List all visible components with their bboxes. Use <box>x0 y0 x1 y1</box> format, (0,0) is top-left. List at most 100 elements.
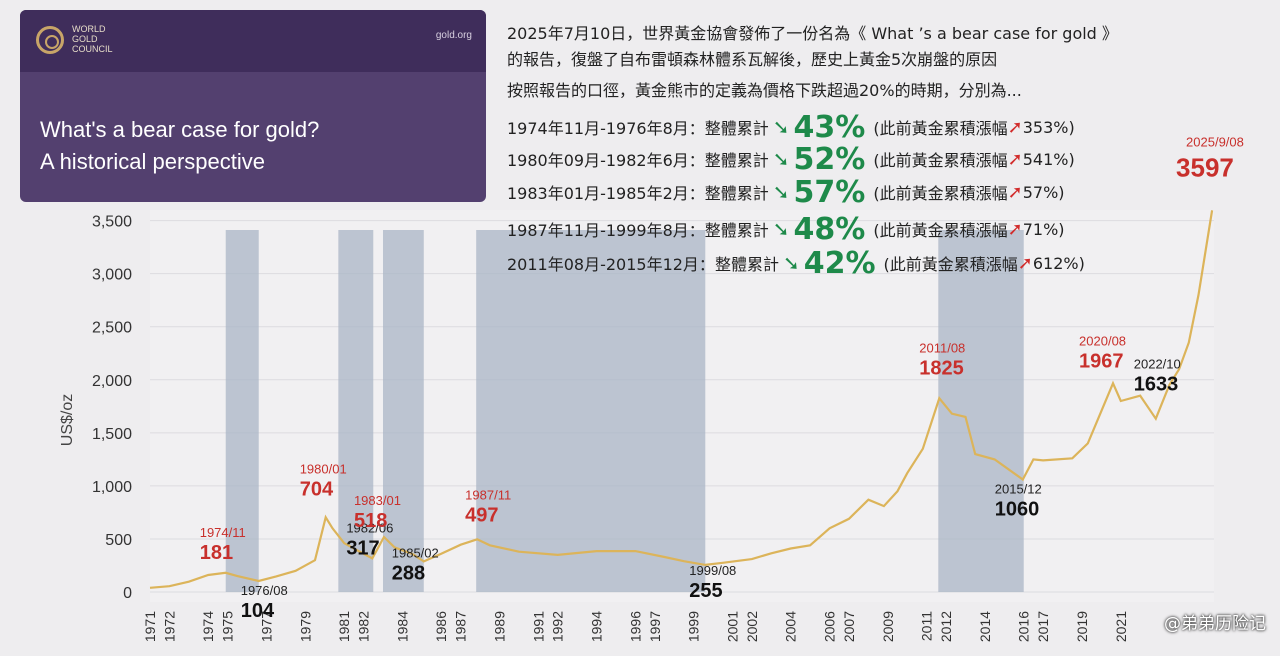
annotation-value: 288 <box>392 562 425 584</box>
x-tick-label: 2012 <box>938 611 954 642</box>
bear-period-row: 1974年11月-1976年8月： 整體累計 ➘ 43% (此前黃金累積漲幅 ➚ 353%) <box>507 109 1075 145</box>
cumulative-label: 整體累計 <box>704 184 769 203</box>
annotation-date: 1999/08 <box>689 563 736 578</box>
prior-gain-value: 353%) <box>1022 117 1075 137</box>
annotation-date: 1983/01 <box>354 493 401 508</box>
y-tick-label: 0 <box>123 585 132 602</box>
annotation-date: 1974/11 <box>200 525 246 540</box>
cumulative-label: 整體累計 <box>714 255 779 274</box>
header-topbar: WORLD GOLD COUNCIL gold.org <box>20 10 486 72</box>
x-tick-label: 1986 <box>433 611 449 642</box>
annotation-date: 1980/01 <box>300 461 347 476</box>
x-tick-label: 1999 <box>686 611 702 642</box>
annotation-value: 1060 <box>995 499 1040 521</box>
bear-market-shading <box>225 230 1024 592</box>
up-arrow-icon: ➚ <box>1007 116 1023 138</box>
up-arrow-icon: ➚ <box>1007 148 1023 170</box>
annotation-date: 2011/08 <box>919 340 965 355</box>
x-tick-label: 1996 <box>627 611 643 642</box>
title-line-2: A historical perspective <box>40 149 265 174</box>
up-arrow-icon: ➚ <box>1017 252 1033 274</box>
annotation-value: 1825 <box>919 357 964 379</box>
annotation-value: 104 <box>241 600 275 622</box>
annotation-value: 704 <box>300 478 334 500</box>
x-tick-label: 2014 <box>977 611 993 642</box>
report-header: WORLD GOLD COUNCIL gold.org What's a bea… <box>20 10 486 202</box>
period-range: 1980年09月-1982年6月： <box>507 151 705 170</box>
x-tick-label: 1974 <box>200 611 216 642</box>
x-tick-label: 1981 <box>336 611 352 642</box>
down-arrow-icon: ➘ <box>772 115 790 139</box>
prior-gain-label: (此前黃金累積漲幅 <box>873 221 1008 240</box>
site-link[interactable]: gold.org <box>435 30 472 41</box>
prior-gain-label: (此前黃金累積漲幅 <box>873 119 1008 138</box>
y-axis-label: US$/oz <box>59 394 76 446</box>
wgc-logo-icon <box>36 26 64 54</box>
y-axis-ticks: 0 500 1,000 1,500 2,000 2,500 3,000 3,500 <box>92 214 132 602</box>
annotation-value: 181 <box>200 542 233 564</box>
bear-market-band <box>938 230 1024 592</box>
x-tick-label: 2019 <box>1074 611 1090 642</box>
prior-gain-label: (此前黃金累積漲幅 <box>873 184 1008 203</box>
y-tick-label: 3,000 <box>92 267 132 284</box>
x-tick-label: 1971 <box>142 611 158 642</box>
bear-market-band <box>382 230 424 592</box>
annotation-value: 317 <box>346 537 379 559</box>
annotation-value: 1633 <box>1134 374 1179 396</box>
down-arrow-icon: ➘ <box>772 217 790 241</box>
bear-market-band <box>476 230 706 592</box>
bear-period-row: 1987年11月-1999年8月： 整體累計 ➘ 48% (此前黃金累積漲幅 ➚ 71%) <box>507 212 1065 247</box>
annotation-date: 2020/08 <box>1079 333 1126 348</box>
annotation-date: 1982/06 <box>346 520 393 535</box>
period-range: 1987年11月-1999年8月： <box>507 221 705 240</box>
cumulative-label: 整體累計 <box>704 151 769 170</box>
x-tick-label: 2016 <box>1016 611 1032 642</box>
annotation-value: 1967 <box>1079 350 1124 372</box>
bear-market-band <box>225 230 259 592</box>
down-arrow-icon: ➘ <box>772 180 790 204</box>
y-tick-label: 2,500 <box>92 320 132 337</box>
x-tick-label: 1982 <box>356 611 372 642</box>
y-tick-label: 3,500 <box>92 214 132 231</box>
annotations: 1974/11 181 1976/08 104 1980/01 704 1982/06 317… <box>200 134 1244 622</box>
period-range: 1983年01月-1985年2月： <box>507 184 705 203</box>
cumulative-label: 整體累計 <box>704 119 769 138</box>
annotation-date: 2025/9/08 <box>1186 134 1244 149</box>
x-tick-label: 1994 <box>589 611 605 642</box>
bear-period-row: 2011年08月-2015年12月： 整體累計 ➘ 42% (此前黃金累積漲幅 ➚ 612%… <box>507 245 1085 281</box>
gold-price-line <box>149 210 1214 589</box>
y-tick-label: 1,500 <box>92 426 132 443</box>
prior-gain-value: 612%) <box>1032 253 1085 273</box>
report-title: What's a bear case for gold? A historica… <box>40 114 319 178</box>
x-tick-label: 1989 <box>491 611 507 642</box>
y-tick-label: 2,000 <box>92 373 132 390</box>
x-tick-label: 1972 <box>161 611 177 642</box>
x-tick-label: 1979 <box>297 611 313 642</box>
intro-line-1: 2025年7月10日，世界黃金協會發佈了一份名為《 What ’s a bear… <box>507 24 1118 43</box>
title-line-1: What's a bear case for gold? <box>40 117 320 142</box>
x-tick-label: 1977 <box>258 611 274 642</box>
bear-period-row: 1980年09月-1982年6月： 整體累計 ➘ 52% (此前黃金累積漲幅 ➚ 541%) <box>507 141 1075 177</box>
annotation-value: 497 <box>465 504 498 526</box>
up-arrow-icon: ➚ <box>1007 218 1023 240</box>
x-tick-label: 1975 <box>220 611 236 642</box>
bear-market-band <box>338 230 374 592</box>
drop-percent: 43% <box>793 109 866 145</box>
intro-line-3: 按照報告的口徑，黃金熊市的定義為價格下跌超過20%的時期，分別為... <box>507 81 1022 100</box>
watermark: @弟弟历险记 <box>1164 614 1266 634</box>
period-range: 1974年11月-1976年8月： <box>507 119 705 138</box>
x-axis-ticks: 1971 1972 1974 1975 1977 1979 1981 1982 1984 1986… <box>142 611 1129 642</box>
down-arrow-icon: ➘ <box>772 147 790 171</box>
cumulative-label: 整體累計 <box>704 221 769 240</box>
drop-percent: 52% <box>793 141 866 177</box>
drop-percent: 42% <box>803 245 876 281</box>
annotation-date: 1987/11 <box>465 487 511 502</box>
annotation-date: 1976/08 <box>241 583 288 598</box>
y-tick-label: 500 <box>105 532 132 549</box>
x-tick-label: 2009 <box>880 611 896 642</box>
annotation-value: 255 <box>689 580 722 602</box>
bear-period-row: 1983年01月-1985年2月： 整體累計 ➘ 57% (此前黃金累積漲幅 ➚ 57%) <box>507 175 1065 210</box>
annotation-date: 2022/10 <box>1134 357 1181 372</box>
prior-gain-label: (此前黃金累積漲幅 <box>873 151 1008 170</box>
